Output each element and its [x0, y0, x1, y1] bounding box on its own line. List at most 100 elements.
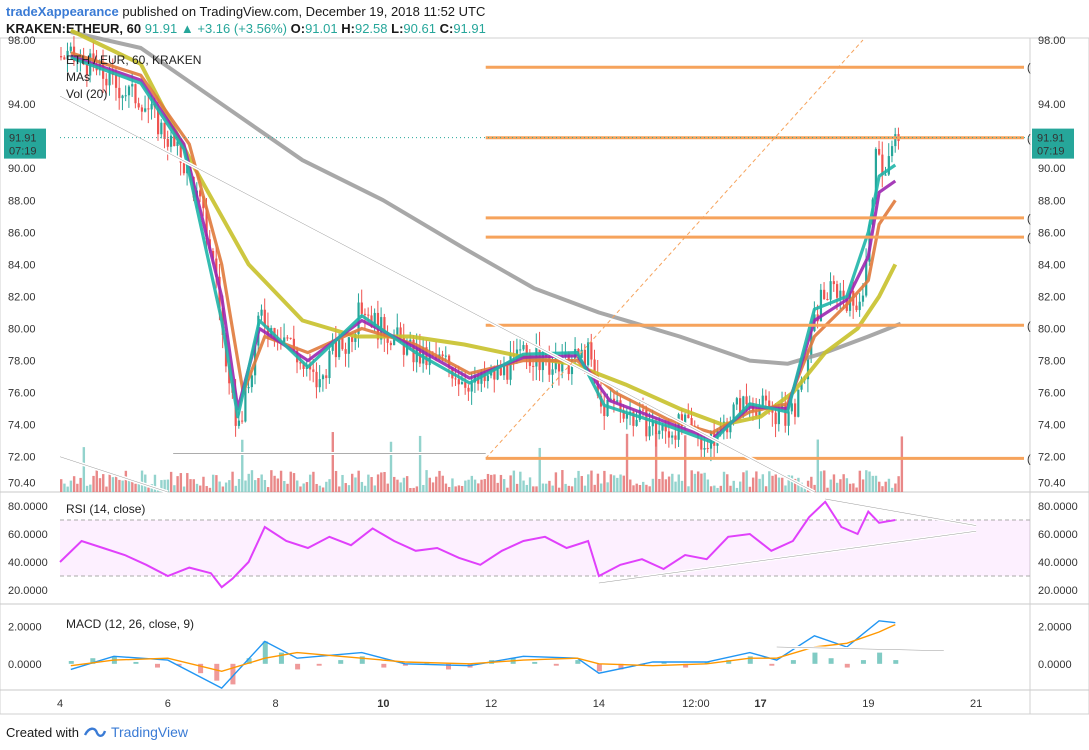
- volume-bar: [596, 473, 600, 492]
- trendline-outline: [59, 456, 168, 493]
- volume-bar: [464, 480, 467, 492]
- volume-bar: [402, 477, 406, 492]
- volume-bar: [176, 476, 179, 492]
- volume-bar: [567, 485, 571, 492]
- volume-bar: [803, 486, 807, 492]
- volume-bar: [768, 471, 771, 492]
- volume-bar: [878, 481, 881, 492]
- low-value: 90.61: [403, 21, 436, 36]
- rsi-line: [59, 500, 896, 589]
- volume-bar: [625, 433, 629, 492]
- volume-bar: [276, 478, 280, 492]
- tradingview-brand[interactable]: TradingView: [110, 724, 189, 740]
- volume-bar: [751, 477, 755, 492]
- candle-body: [63, 57, 66, 60]
- last-price-label: 91.91: [1037, 133, 1065, 145]
- candle-body: [700, 438, 703, 450]
- candle-body: [642, 409, 645, 411]
- volume-bar: [72, 476, 76, 492]
- time-axis-tick: 6: [165, 698, 171, 710]
- volume-bar: [105, 486, 108, 492]
- candle-body: [881, 154, 884, 176]
- volume-bar: [477, 483, 480, 492]
- candle-body: [409, 339, 412, 342]
- volume-bar: [163, 479, 166, 492]
- volume-bar: [409, 487, 412, 492]
- volume-bar: [344, 483, 347, 492]
- volume-bar: [554, 472, 558, 492]
- candle-body: [826, 298, 829, 300]
- last-price-label: 91.91: [9, 133, 37, 145]
- time-axis-tick: 10: [377, 698, 389, 710]
- volume-bar: [861, 479, 865, 492]
- volume-bar: [548, 480, 551, 492]
- volume-bar: [722, 471, 726, 492]
- volume-bar: [412, 487, 415, 492]
- candle-body: [784, 404, 787, 426]
- volume-bar: [561, 470, 564, 492]
- volume-bar: [897, 476, 900, 492]
- volume-bar: [441, 475, 444, 492]
- volume-bar: [444, 483, 448, 492]
- volume-bar: [764, 486, 768, 492]
- volume-bar: [894, 483, 897, 492]
- volume-legend: Vol (20): [66, 87, 107, 101]
- publish-info: tradeXappearance published on TradingVie…: [6, 4, 485, 19]
- price-axis-tick-left: 72.00: [8, 452, 36, 464]
- volume-bar: [315, 483, 318, 492]
- countdown-label: 07:19: [1037, 146, 1065, 158]
- rsi-axis-tick-left: 60.0000: [8, 529, 48, 541]
- volume-bar: [124, 470, 128, 492]
- volume-bar: [832, 474, 836, 492]
- candle-body: [648, 426, 651, 437]
- volume-bar: [292, 473, 296, 492]
- symbol-ohlc-line: KRAKEN:ETHEUR, 60 91.91 ▲ +3.16 (+3.56%)…: [6, 21, 486, 36]
- candle-body: [777, 407, 780, 425]
- volume-bar: [325, 481, 328, 492]
- volume-bar: [874, 475, 878, 492]
- candle-body: [286, 337, 289, 339]
- macd-histogram-bar: [747, 656, 753, 664]
- macd-pane-title: MACD (12, 26, close, 9): [66, 617, 194, 631]
- moving-average-line: [70, 54, 897, 441]
- candle-body: [292, 338, 295, 351]
- volume-bar: [755, 471, 758, 492]
- candle-body: [289, 337, 292, 339]
- candle-body: [735, 398, 738, 405]
- price-axis-tick: 84.00: [1038, 259, 1066, 271]
- price-axis-tick-left: 78.00: [8, 356, 36, 368]
- candle-body: [157, 107, 160, 135]
- volume-bar: [418, 435, 422, 492]
- candle-body: [774, 412, 777, 425]
- volume-bar: [224, 482, 228, 492]
- volume-bar: [405, 476, 409, 492]
- candle-body: [341, 338, 344, 350]
- candle-body: [179, 141, 182, 163]
- volume-bar: [784, 485, 787, 492]
- volume-bar: [606, 482, 609, 492]
- macd-histogram-bar: [133, 661, 139, 664]
- volume-bar: [153, 474, 157, 492]
- volume-bar: [140, 470, 144, 492]
- volume-bar: [787, 475, 790, 492]
- candle-body: [829, 281, 832, 300]
- volume-bar: [654, 432, 658, 492]
- candle-body: [667, 431, 671, 438]
- volume-bar: [616, 477, 619, 492]
- candle-body: [790, 403, 793, 412]
- author-link[interactable]: tradeXappearance: [6, 4, 119, 19]
- volume-bar: [102, 474, 105, 492]
- candle-body: [60, 56, 63, 58]
- created-with-text: Created with: [6, 724, 79, 740]
- candle-body: [312, 369, 315, 372]
- volume-bar: [221, 486, 225, 492]
- volume-bar: [199, 485, 202, 492]
- volume-bar: [486, 473, 490, 492]
- volume-bar: [351, 473, 354, 492]
- macd-histogram-bar: [553, 663, 559, 666]
- high-label: H:: [341, 21, 355, 36]
- volume-bar: [393, 476, 396, 492]
- volume-bar: [506, 487, 509, 492]
- fib-level-marker: (: [1027, 213, 1031, 225]
